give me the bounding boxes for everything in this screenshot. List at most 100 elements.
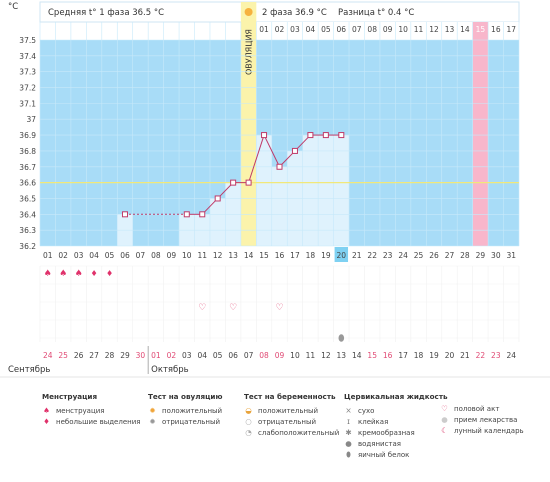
date-label: 01 xyxy=(151,351,161,360)
date-label: 29 xyxy=(120,351,130,360)
x-tick-label: 07 xyxy=(136,251,146,260)
legend-label: положительный xyxy=(162,406,223,415)
legend-item: ☾ лунный календарь xyxy=(440,425,524,436)
phase2-average: 2 фаза 36.9 °C xyxy=(262,8,327,18)
legend-item: ♡ половой акт xyxy=(440,403,524,414)
drop-icon: ♦ xyxy=(43,417,50,426)
legend-title: Менструация xyxy=(42,392,98,401)
egg-white-icon xyxy=(338,334,345,342)
dry-icon: × xyxy=(345,406,352,415)
date-label: 24 xyxy=(43,351,53,360)
y-tick-label: 37.3 xyxy=(19,68,36,77)
y-tick-label: 36.8 xyxy=(19,147,36,156)
date-label: 21 xyxy=(460,351,470,360)
phase2-day-label: 16 xyxy=(491,25,501,34)
phase2-day-label: 15 xyxy=(476,25,486,34)
x-tick-label: 28 xyxy=(460,251,470,260)
phase2-day-label: 10 xyxy=(398,25,408,34)
phase2-day-label: 13 xyxy=(445,25,455,34)
legend-ovulation-test: Тест на овуляцию ✹ положительный ✹ отрицат… xyxy=(148,392,222,427)
sticky-icon: ɪ xyxy=(347,417,350,426)
temperature-point xyxy=(214,195,221,202)
legend-pregnancy-test: Тест на беременность ◒ положительный ○ отр… xyxy=(244,392,339,438)
x-tick-label: 20 xyxy=(337,251,347,260)
x-tick-label: 12 xyxy=(213,251,223,260)
legend-label: положительный xyxy=(258,406,319,415)
gray-sun-icon: ✹ xyxy=(149,417,156,426)
phase2-day-label: 01 xyxy=(259,25,269,34)
legend-title: Тест на беременность xyxy=(244,392,336,401)
phase2-day-row xyxy=(256,22,519,36)
heart-icon: ♡ xyxy=(229,303,237,313)
x-tick-label: 23 xyxy=(383,251,393,260)
date-label: 03 xyxy=(182,351,192,360)
legend-label: яичный белок xyxy=(358,450,410,459)
x-tick-label: 05 xyxy=(105,251,115,260)
x-tick-label: 08 xyxy=(151,251,161,260)
date-label: 13 xyxy=(337,351,347,360)
date-label: 14 xyxy=(352,351,362,360)
legend-item: ✹ отрицательный xyxy=(148,416,222,427)
temperature-bar xyxy=(271,166,288,246)
temperature-bar xyxy=(333,135,350,246)
y-tick-label: 36.3 xyxy=(19,226,36,235)
y-tick-label: 36.2 xyxy=(19,242,36,251)
x-tick-label: 11 xyxy=(197,251,207,260)
date-label: 16 xyxy=(383,351,393,360)
x-tick-label: 22 xyxy=(367,251,377,260)
date-label: 17 xyxy=(398,351,408,360)
date-label: 05 xyxy=(213,351,223,360)
date-label: 15 xyxy=(367,351,377,360)
temperature-point xyxy=(338,132,345,139)
temperature-bar xyxy=(256,135,272,246)
date-label: 07 xyxy=(244,351,254,360)
date-label: 22 xyxy=(476,351,486,360)
y-tick-label: 37.5 xyxy=(19,36,36,45)
x-tick-label: 10 xyxy=(182,251,192,260)
legend-item: ♠ менструация xyxy=(42,405,141,416)
legend-label: сухо xyxy=(358,406,375,415)
phase2-day-label: 06 xyxy=(337,25,347,34)
legend-label: лунный календарь xyxy=(454,426,524,435)
x-tick-label: 15 xyxy=(259,251,269,260)
heart-icon: ♡ xyxy=(441,404,448,413)
legend-label: менструация xyxy=(56,406,105,415)
y-tick-label: 36.9 xyxy=(19,131,36,140)
date-label: 18 xyxy=(414,351,424,360)
test-negative-icon: ○ xyxy=(245,417,252,426)
phase2-day-label: 14 xyxy=(460,25,470,34)
y-tick-label: 37 xyxy=(26,115,36,124)
x-tick-label: 14 xyxy=(244,251,254,260)
legend-label: клейкая xyxy=(358,417,389,426)
y-tick-label: 36.6 xyxy=(19,179,36,188)
temperature-bar xyxy=(302,135,319,246)
temperature-point xyxy=(199,211,206,218)
legend-item: ○ отрицательный xyxy=(244,416,339,427)
date-label: 09 xyxy=(275,351,285,360)
legend-menstruation: Менструация ♠ менструация ♦ небольшие выде… xyxy=(42,392,141,427)
temperature-point xyxy=(183,211,190,218)
ovulation-label: ОВУЛЯЦИЯ xyxy=(245,29,254,75)
x-tick-label: 03 xyxy=(74,251,84,260)
date-label: 23 xyxy=(491,351,501,360)
x-tick-label: 27 xyxy=(445,251,455,260)
spotting-icon: ♦ xyxy=(90,269,97,278)
date-label: 25 xyxy=(58,351,68,360)
y-tick-label: 37.2 xyxy=(19,84,36,93)
phase2-day-label: 09 xyxy=(383,25,393,34)
legend-item: ✱ кремообразная xyxy=(344,427,448,438)
phase2-day-label: 12 xyxy=(429,25,439,34)
temperature-point xyxy=(261,132,268,139)
legend-label: отрицательный xyxy=(162,417,221,426)
egg-white-icon: ⬮ xyxy=(346,449,351,459)
date-label: 06 xyxy=(228,351,238,360)
date-label: 02 xyxy=(167,351,177,360)
date-label: 19 xyxy=(429,351,439,360)
x-tick-label: 02 xyxy=(58,251,68,260)
x-tick-label: 29 xyxy=(476,251,486,260)
x-tick-label: 19 xyxy=(321,251,331,260)
date-label: 12 xyxy=(321,351,331,360)
y-tick-label: 36.7 xyxy=(19,163,36,172)
